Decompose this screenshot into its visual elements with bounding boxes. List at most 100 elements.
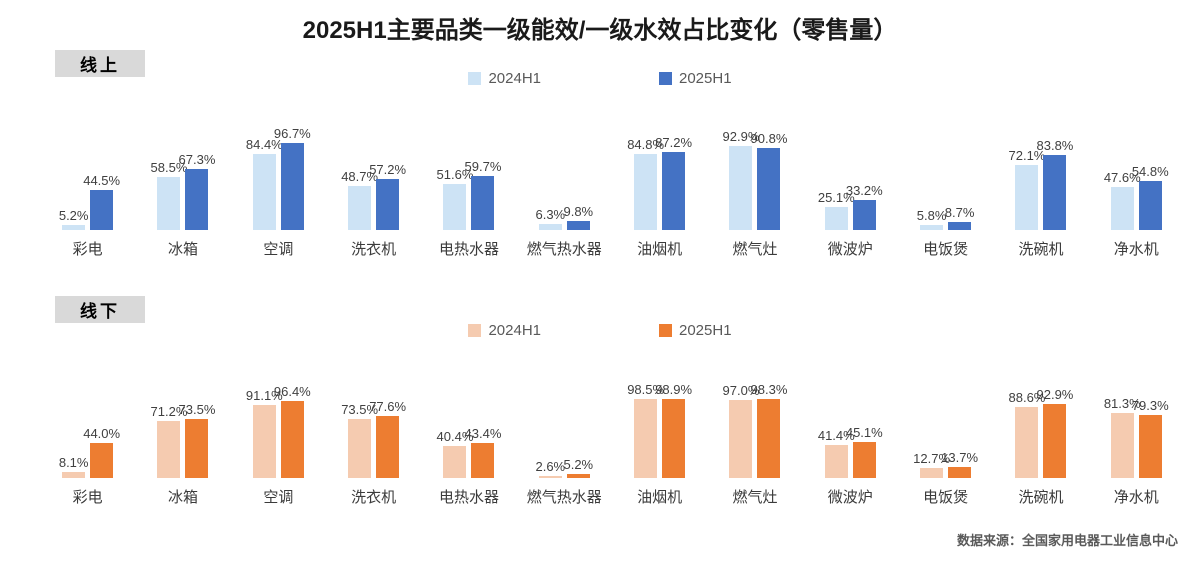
- bar-2024h1: 71.2%: [151, 404, 187, 478]
- category-label: 净水机: [1113, 241, 1159, 258]
- value-label: 41.4%: [817, 427, 855, 443]
- value-label: 88.6%: [1008, 390, 1046, 406]
- value-label: 73.5%: [178, 402, 216, 418]
- bar-chart-offline: 8.1% 44.0% 彩电 71.2% 73.5% 冰箱 91.1% 96.4% 空调 73.5%…: [40, 382, 1184, 507]
- legend-label-2024h1: 2024H1: [488, 70, 541, 87]
- category-label: 燃气热水器: [526, 489, 602, 506]
- bar-2025h1: 44.5%: [83, 173, 120, 230]
- bar-2024h1: 88.6%: [1009, 390, 1045, 478]
- bar-group: 8.1% 44.0% 彩电: [40, 398, 135, 507]
- bar-2024h1: 5.2%: [59, 208, 88, 230]
- bar-pair: 51.6% 59.7%: [437, 140, 501, 230]
- legend-item-2024h1: 2024H1: [468, 322, 541, 339]
- bar-pair: 58.5% 67.3%: [151, 140, 215, 230]
- bar-2024h1: 5.8%: [917, 208, 946, 230]
- bar-2025h1: 8.7%: [945, 205, 974, 230]
- category-label: 燃气灶: [732, 241, 778, 258]
- value-label: 2.6%: [535, 458, 566, 474]
- category-label: 微波炉: [827, 489, 873, 506]
- category-label: 电饭煲: [923, 489, 969, 506]
- category-label: 油烟机: [637, 241, 683, 258]
- bar-2024h1: 84.4%: [246, 137, 283, 230]
- bar-2024h1: 12.7%: [913, 451, 950, 478]
- bar-2025h1: 67.3%: [179, 152, 215, 230]
- category-label: 燃气热水器: [526, 241, 602, 258]
- bar-2024h1: 8.1%: [59, 455, 88, 478]
- value-label: 83.8%: [1036, 137, 1074, 153]
- bar-pair: 98.5% 98.9%: [627, 382, 692, 478]
- bar-group: 92.9% 90.8% 燃气灶: [707, 129, 802, 259]
- bar-2025h1: 79.3%: [1132, 398, 1169, 478]
- bar-pair: 73.5% 77.6%: [341, 398, 406, 478]
- bar-2025h1: 92.9%: [1037, 387, 1073, 478]
- chart-section-offline: 线下 2024H1 2025H1 8.1% 44.0% 彩电 71.2% 73.5% 冰箱…: [0, 294, 1200, 526]
- bar-2025h1: 5.2%: [563, 457, 593, 478]
- bar-pair: 71.2% 73.5%: [151, 398, 215, 478]
- bar-2024h1: 97.0%: [723, 383, 759, 478]
- bar-2025h1: 59.7%: [465, 159, 501, 230]
- bar-2025h1: 98.9%: [655, 382, 692, 478]
- value-label: 43.4%: [464, 426, 502, 442]
- value-label: 96.4%: [273, 383, 311, 399]
- category-label: 电饭煲: [923, 241, 969, 258]
- category-label: 彩电: [72, 241, 103, 258]
- section-label-offline: 线下: [55, 296, 145, 323]
- legend-item-2025h1: 2025H1: [659, 322, 732, 339]
- category-label: 电热水器: [438, 241, 499, 258]
- bar-group: 5.8% 8.7% 电饭煲: [898, 140, 993, 259]
- category-label: 油烟机: [637, 489, 683, 506]
- legend-item-2025h1: 2025H1: [659, 70, 732, 87]
- value-label: 5.8%: [916, 207, 947, 223]
- value-label: 98.5%: [627, 382, 665, 398]
- bar-group: 84.8% 87.2% 油烟机: [612, 135, 707, 259]
- category-label: 空调: [263, 241, 294, 258]
- value-label: 72.1%: [1008, 148, 1046, 164]
- value-label: 44.0%: [83, 425, 121, 441]
- bar-2024h1: 98.5%: [627, 382, 664, 478]
- bar-group: 6.3% 9.8% 燃气热水器: [517, 140, 612, 259]
- bar-pair: 25.1% 33.2%: [818, 140, 883, 230]
- bar-pair: 47.6% 54.8%: [1104, 140, 1169, 230]
- legend-offline: 2024H1 2025H1: [0, 322, 1200, 339]
- value-label: 91.1%: [245, 388, 283, 404]
- value-label: 6.3%: [535, 207, 566, 223]
- value-label: 40.4%: [436, 428, 474, 444]
- bar-pair: 6.3% 9.8%: [535, 140, 594, 230]
- value-label: 47.6%: [1103, 170, 1141, 186]
- legend-label-2024h1: 2024H1: [488, 322, 541, 339]
- value-label: 79.3%: [1131, 397, 1169, 413]
- bar-group: 97.0% 98.3% 燃气灶: [707, 382, 802, 507]
- bar-group: 51.6% 59.7% 电热水器: [421, 140, 516, 259]
- legend-swatch-2025h1: [659, 72, 672, 85]
- bar-2024h1: 92.9%: [723, 129, 759, 230]
- legend-label-2025h1: 2025H1: [679, 70, 732, 87]
- bar-group: 40.4% 43.4% 电热水器: [421, 398, 516, 507]
- bar-2024h1: 2.6%: [535, 459, 565, 478]
- value-label: 81.3%: [1103, 395, 1141, 411]
- bar-pair: 84.8% 87.2%: [627, 135, 692, 230]
- value-label: 98.9%: [655, 381, 693, 397]
- bar-group: 88.6% 92.9% 洗碗机: [993, 387, 1088, 507]
- value-label: 13.7%: [941, 450, 979, 466]
- value-label: 9.8%: [563, 204, 594, 220]
- bar-group: 48.7% 57.2% 洗衣机: [326, 140, 421, 259]
- bar-pair: 2.6% 5.2%: [535, 398, 593, 478]
- chart-title: 2025H1主要品类一级能效/一级水效占比变化（零售量）: [302, 17, 898, 44]
- bar-2024h1: 40.4%: [437, 429, 473, 478]
- value-label: 71.2%: [150, 404, 188, 420]
- bar-2025h1: 44.0%: [83, 426, 120, 478]
- legend-label-2025h1: 2025H1: [679, 322, 732, 339]
- value-label: 67.3%: [178, 152, 216, 168]
- chart-section-online: 线上 2024H1 2025H1 5.2% 44.5% 彩电 58.5% 67.3% 冰箱…: [0, 48, 1200, 294]
- bar-2025h1: 57.2%: [369, 162, 406, 230]
- bar-2025h1: 54.8%: [1132, 164, 1169, 230]
- value-label: 5.2%: [58, 208, 89, 224]
- bar-pair: 97.0% 98.3%: [723, 382, 787, 478]
- value-label: 84.4%: [245, 137, 283, 153]
- bar-2025h1: 98.3%: [751, 382, 787, 478]
- bar-group: 71.2% 73.5% 冰箱: [135, 398, 230, 507]
- category-label: 洗衣机: [351, 241, 397, 258]
- bar-group: 58.5% 67.3% 冰箱: [135, 140, 230, 259]
- value-label: 58.5%: [150, 160, 188, 176]
